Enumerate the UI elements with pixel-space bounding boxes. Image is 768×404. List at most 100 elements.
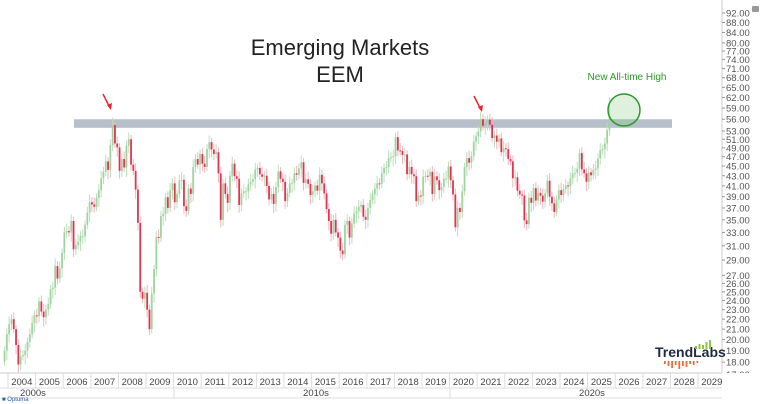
axis-corner (722, 373, 768, 404)
candle-down (525, 220, 528, 225)
candle-down (72, 221, 75, 250)
candle-down (258, 167, 261, 175)
candle-up (502, 148, 505, 153)
candle-down (132, 164, 135, 171)
year-label: 2008 (122, 377, 143, 388)
candle-up (442, 178, 445, 188)
candle-down (35, 315, 38, 317)
arrowhead-icon (478, 105, 483, 112)
candle-up (376, 183, 379, 189)
candle-up (424, 175, 427, 177)
candle-up (180, 179, 183, 181)
candle-up (318, 174, 321, 191)
candle-up (498, 138, 500, 142)
y-tick-label: 21.00 (726, 325, 750, 336)
candle-up (392, 156, 395, 158)
logo-bar (682, 361, 684, 366)
y-tick-label: 18.00 (726, 358, 750, 369)
candle-up (373, 188, 376, 195)
candle-up (171, 183, 174, 191)
candle-down (15, 329, 17, 345)
candle-up (26, 341, 29, 351)
logo-bar (698, 344, 701, 349)
trendlabs-logo: TrendLabs (655, 340, 726, 369)
candle-down (580, 153, 583, 170)
y-tick-label: 23.00 (726, 305, 750, 316)
time-axis[interactable]: 2004 2005 2006 2007 2008 2009 2010 2011 2012 2013… (7, 373, 768, 404)
candle-up (346, 221, 349, 225)
candle-down (341, 250, 344, 255)
candle-up (79, 236, 82, 242)
candle-down (302, 162, 305, 183)
chart-title: Emerging Markets (251, 35, 430, 60)
candle-down (488, 119, 491, 125)
candle-up (155, 236, 158, 270)
candle-down (523, 195, 526, 221)
year-label: 2015 (315, 377, 336, 388)
candle-down (339, 237, 342, 251)
year-label: 2027 (646, 377, 667, 388)
logo-bar (671, 361, 673, 368)
candle-up (537, 192, 540, 201)
candle-up (555, 199, 558, 213)
candle-up (222, 183, 224, 220)
year-label: 2019 (425, 377, 446, 388)
candle-up (63, 232, 66, 253)
candle-up (127, 139, 130, 146)
candle-up (311, 191, 314, 196)
candle-up (254, 169, 257, 180)
candle-up (385, 166, 388, 168)
candle-down (134, 170, 137, 190)
candle-down (279, 171, 282, 179)
candle-up (571, 173, 574, 179)
candle-up (608, 115, 611, 131)
candle-down (130, 139, 132, 165)
candle-down (553, 203, 556, 213)
candle-up (45, 309, 47, 318)
candle-up (360, 205, 362, 207)
candle-up (300, 162, 303, 169)
y-tick-label: 49.00 (726, 143, 750, 154)
year-label: 2005 (39, 377, 60, 388)
year-label: 2028 (674, 377, 695, 388)
candle-down (261, 174, 264, 177)
y-tick-label: 68.00 (726, 73, 750, 84)
year-label: 2025 (591, 377, 612, 388)
candle-up (314, 185, 316, 192)
candle-up (298, 168, 300, 175)
candle-down (410, 166, 413, 175)
year-label: 2006 (66, 377, 87, 388)
candle-down (148, 309, 151, 330)
candle-down (560, 190, 563, 196)
y-tick-label: 35.00 (726, 215, 750, 226)
candle-up (380, 173, 383, 184)
candle-up (472, 141, 475, 157)
candle-up (240, 193, 243, 206)
candle-down (419, 195, 422, 197)
candle-up (461, 191, 464, 213)
candle-down (585, 173, 588, 182)
candle-down (567, 185, 569, 187)
candle-up (61, 252, 63, 269)
y-tick-label: 20.00 (726, 335, 750, 346)
candle-up (479, 119, 482, 132)
candle-up (47, 304, 50, 310)
y-tick-label: 47.00 (726, 152, 750, 163)
candle-up (383, 167, 385, 174)
candle-down (323, 183, 326, 194)
logo-bar (709, 340, 711, 349)
candle-up (102, 171, 105, 179)
candle-down (482, 119, 484, 126)
candle-down (141, 291, 144, 299)
candle-down (406, 154, 408, 175)
candle-up (332, 219, 335, 234)
candle-down (93, 204, 96, 207)
candle-up (291, 182, 293, 184)
y-tick-label: 45.00 (726, 162, 750, 173)
svg-text:TrendLabs: TrendLabs (655, 344, 726, 360)
year-label: 2026 (618, 377, 639, 388)
price-axis[interactable]: 92.0088.0084.0080.0077.0074.0071.0068.00… (722, 6, 759, 381)
candle-up (247, 184, 250, 192)
candle-up (353, 213, 356, 224)
year-label: 2014 (287, 377, 308, 388)
